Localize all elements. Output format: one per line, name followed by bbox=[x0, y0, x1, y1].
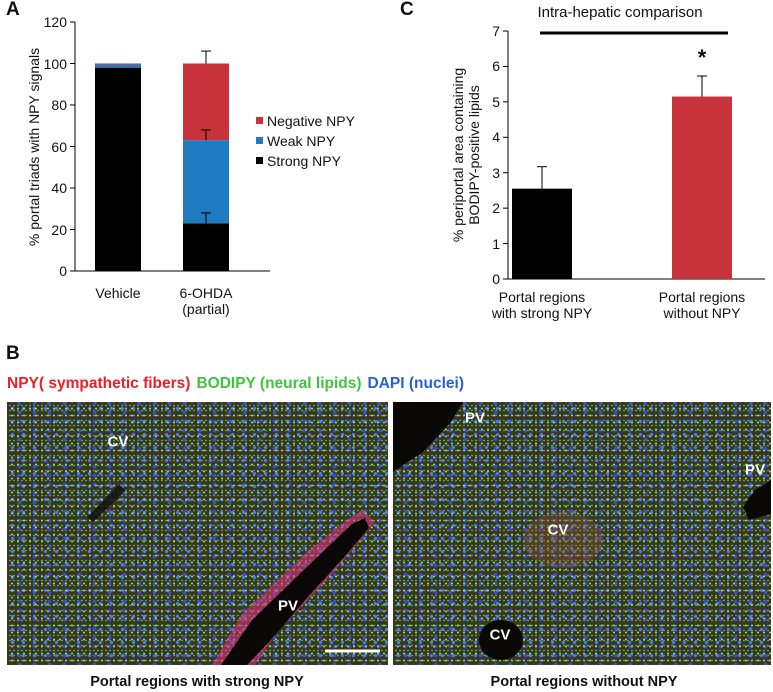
micrograph-structures bbox=[87, 484, 380, 665]
stain-label: NPY( sympathetic fibers) bbox=[7, 375, 191, 392]
y-tick-label: 0 bbox=[492, 271, 500, 287]
y-axis-label: % portal triads with NPY signals bbox=[26, 47, 42, 246]
y-tick-label: 5 bbox=[492, 93, 500, 110]
y-tick-label: 80 bbox=[51, 97, 67, 113]
panel-letter: A bbox=[6, 0, 20, 20]
legend-label: Strong NPY bbox=[267, 153, 341, 169]
structure-label: CV bbox=[547, 521, 569, 539]
stain-label: DAPI (nuclei) bbox=[367, 375, 464, 392]
x-tick-label: Portal regions with strong NPY bbox=[491, 289, 593, 321]
y-tick-label: 2 bbox=[492, 200, 500, 217]
y-tick-label: 4 bbox=[492, 129, 500, 146]
vessel bbox=[221, 518, 369, 665]
significance-marker: * bbox=[697, 44, 707, 70]
charts bbox=[70, 21, 765, 280]
vessel bbox=[479, 620, 523, 660]
structure-label: PV bbox=[277, 597, 299, 615]
y-tick-label: 100 bbox=[43, 55, 67, 72]
x-tick-label: Vehicle bbox=[95, 285, 141, 301]
structure-label: CV bbox=[489, 626, 511, 644]
vessel bbox=[87, 484, 125, 522]
x-tick-label: Portal regions without NPY bbox=[658, 289, 746, 321]
legend-label: Negative NPY bbox=[267, 113, 355, 129]
y-axis-label: % periportal area containing BODIPY-posi… bbox=[450, 67, 482, 243]
y-tick-label: 6 bbox=[492, 58, 500, 75]
bar-segment bbox=[95, 64, 141, 68]
bar-segment bbox=[95, 63, 141, 65]
legend-label: Weak NPY bbox=[267, 133, 336, 149]
vessel bbox=[393, 402, 463, 472]
legend-swatch bbox=[256, 137, 263, 144]
x-tick-label: 6-OHDA (partial) bbox=[179, 285, 233, 317]
y-tick-label: 40 bbox=[51, 180, 67, 196]
structure-label: PV bbox=[744, 461, 766, 479]
micrograph-legend: NPY( sympathetic fibers) BODIPY (neural l… bbox=[7, 375, 470, 393]
y-tick-label: 1 bbox=[492, 235, 500, 252]
y-tick-label: 20 bbox=[51, 221, 67, 238]
vessel bbox=[523, 512, 603, 568]
bar-segment bbox=[183, 140, 229, 224]
panel-letter: B bbox=[6, 343, 20, 364]
y-tick-label: 7 bbox=[492, 23, 500, 39]
legend-swatch bbox=[256, 117, 263, 124]
legend-swatch bbox=[256, 157, 263, 164]
y-tick-label: 120 bbox=[43, 14, 67, 30]
chart-title: Intra-hepatic comparison bbox=[537, 4, 703, 21]
y-tick-label: 3 bbox=[492, 164, 500, 181]
bar bbox=[512, 188, 572, 279]
bar bbox=[672, 96, 732, 280]
bar-segment bbox=[95, 67, 141, 272]
bar-segment bbox=[183, 63, 229, 141]
stain-label: BODIPY (neural lipids) bbox=[196, 375, 362, 392]
structure-label: PV bbox=[464, 409, 486, 427]
y-tick-label: 60 bbox=[51, 138, 67, 155]
micrograph-structures bbox=[393, 402, 771, 660]
micrograph: CV PV bbox=[7, 402, 388, 665]
vessel bbox=[743, 480, 771, 520]
bar-segment bbox=[183, 223, 229, 271]
y-tick-label: 0 bbox=[59, 263, 67, 279]
micrograph: PV PV CV CV bbox=[393, 402, 771, 665]
structure-label: CV bbox=[107, 433, 129, 451]
caption: Portal regions without NPY bbox=[490, 674, 678, 690]
panel-letter: C bbox=[400, 0, 414, 20]
caption: Portal regions with strong NPY bbox=[90, 674, 304, 690]
